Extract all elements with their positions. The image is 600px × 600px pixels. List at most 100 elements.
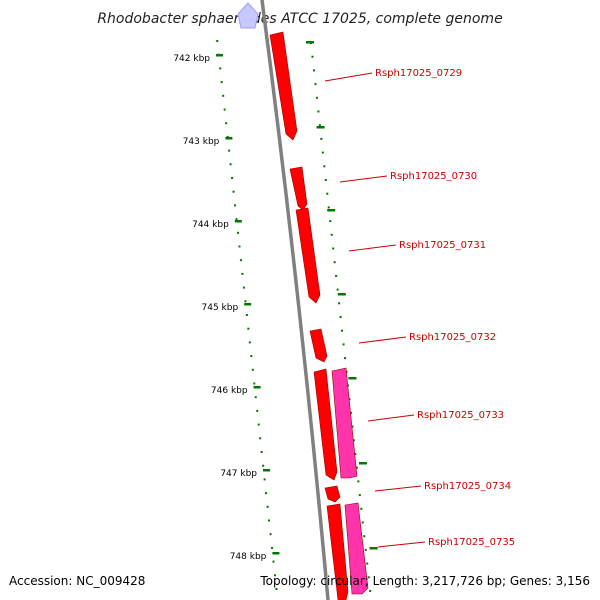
scale-tick	[219, 67, 222, 70]
scale-tick	[248, 341, 251, 344]
scale-major-tick	[359, 462, 367, 465]
scale-tick	[369, 590, 372, 592]
scale-tick	[222, 94, 225, 97]
scale-tick	[232, 190, 235, 193]
scale-tick	[364, 548, 367, 551]
scale-tick	[271, 546, 274, 549]
scale-tick	[330, 233, 333, 236]
gene-label[interactable]: Rsph17025_0731	[399, 240, 486, 251]
scale-tick	[216, 40, 219, 42]
scale-tick	[363, 535, 366, 538]
scale-tick	[234, 204, 237, 207]
scale-tick	[260, 451, 263, 453]
scale-tick	[323, 165, 326, 168]
gene-arrow[interactable]	[313, 368, 338, 481]
scale-tick	[349, 411, 352, 414]
scale-label: 742 kbp	[173, 54, 210, 64]
scale-tick	[257, 423, 260, 426]
scale-tick	[275, 588, 278, 590]
scale-tick	[320, 137, 323, 140]
scale-tick	[357, 480, 360, 483]
gene-label[interactable]: Rsph17025_0730	[390, 171, 477, 182]
scale-tick	[225, 122, 228, 125]
scale-tick	[367, 576, 370, 579]
scale-major-tick	[369, 547, 378, 550]
gene-arrow[interactable]	[295, 207, 321, 304]
scale-major-tick	[348, 377, 357, 380]
scale-tick	[226, 135, 229, 138]
gene-arrow[interactable]	[326, 503, 349, 600]
scale-major-tick	[327, 209, 336, 212]
scale-tick	[321, 151, 324, 154]
gene-arrow[interactable]	[344, 502, 369, 595]
scale-major-tick	[272, 552, 280, 555]
scale-major-tick	[316, 126, 325, 129]
scale-label: 743 kbp	[183, 137, 220, 147]
scale-tick	[235, 218, 238, 221]
scale-major-tick	[263, 469, 270, 472]
accession-text: Accession: NC_009428	[9, 574, 146, 588]
scale-tick	[263, 478, 266, 481]
scale-tick	[338, 302, 341, 305]
scale-tick	[229, 163, 232, 166]
gene-leader-line	[367, 414, 415, 422]
scale-label: 746 kbp	[211, 386, 248, 396]
genome-backbone	[260, 0, 330, 600]
gene-label[interactable]: Rsph17025_0733	[417, 410, 504, 421]
scale-tick	[324, 179, 327, 181]
gene-label[interactable]: Rsph17025_0734	[424, 481, 511, 492]
gene-leader-line	[339, 175, 388, 183]
scale-tick	[245, 314, 248, 316]
scale-tick	[253, 382, 256, 385]
scale-tick	[236, 231, 239, 234]
scale-tick	[317, 110, 320, 113]
scale-tick	[250, 355, 253, 358]
scale-tick	[254, 396, 257, 399]
scale-tick	[339, 316, 342, 318]
scale-tick	[241, 272, 244, 275]
scale-tick	[256, 409, 259, 412]
scale-major-tick	[337, 293, 346, 296]
scale-tick	[311, 55, 314, 58]
gene-labels: Rsph17025_0729 Rsph17025_0730 Rsph17025_07…	[324, 68, 515, 548]
scale-tick	[358, 494, 361, 497]
gene-leader-line	[377, 541, 426, 548]
scale-tick	[272, 560, 275, 563]
gene-arrow[interactable]	[309, 328, 328, 363]
gene-arrow[interactable]	[331, 367, 358, 479]
scale-tick	[239, 259, 242, 262]
gene-leader-line	[324, 72, 373, 82]
gene-arrow[interactable]	[289, 166, 308, 211]
scale-major-tick	[244, 303, 252, 306]
scale-tick	[351, 425, 354, 428]
scale-tick	[262, 464, 265, 467]
scale-ticks-right	[310, 42, 372, 592]
scale-tick	[259, 437, 262, 440]
scale-tick	[326, 192, 329, 195]
gene-label[interactable]: Rsph17025_0735	[428, 537, 515, 548]
scale-tick	[266, 505, 269, 508]
scale-tick	[251, 368, 254, 371]
scale-ticks-left	[216, 40, 278, 590]
scale-tick	[265, 492, 268, 495]
scale-tick	[314, 83, 317, 86]
scale-tick	[341, 329, 344, 332]
scale-tick	[318, 124, 321, 127]
gene-arrow[interactable]	[269, 31, 298, 141]
scale-tick	[329, 220, 332, 223]
gene-leader-line	[358, 336, 407, 344]
scale-tick	[344, 357, 347, 360]
scale-major-tick	[306, 41, 314, 44]
scale-tick	[333, 261, 336, 264]
gene-label[interactable]: Rsph17025_0732	[409, 332, 496, 343]
gene-leader-line	[348, 244, 397, 252]
scale-tick	[355, 466, 358, 469]
gene-label[interactable]: Rsph17025_0729	[375, 68, 462, 79]
topology-text: Topology: circular; Length: 3,217,726 bp…	[260, 574, 590, 588]
scale-tick	[342, 343, 345, 346]
scale-tick	[361, 521, 364, 524]
gene-arrow[interactable]	[324, 485, 341, 503]
scale-label: 748 kbp	[230, 552, 267, 562]
